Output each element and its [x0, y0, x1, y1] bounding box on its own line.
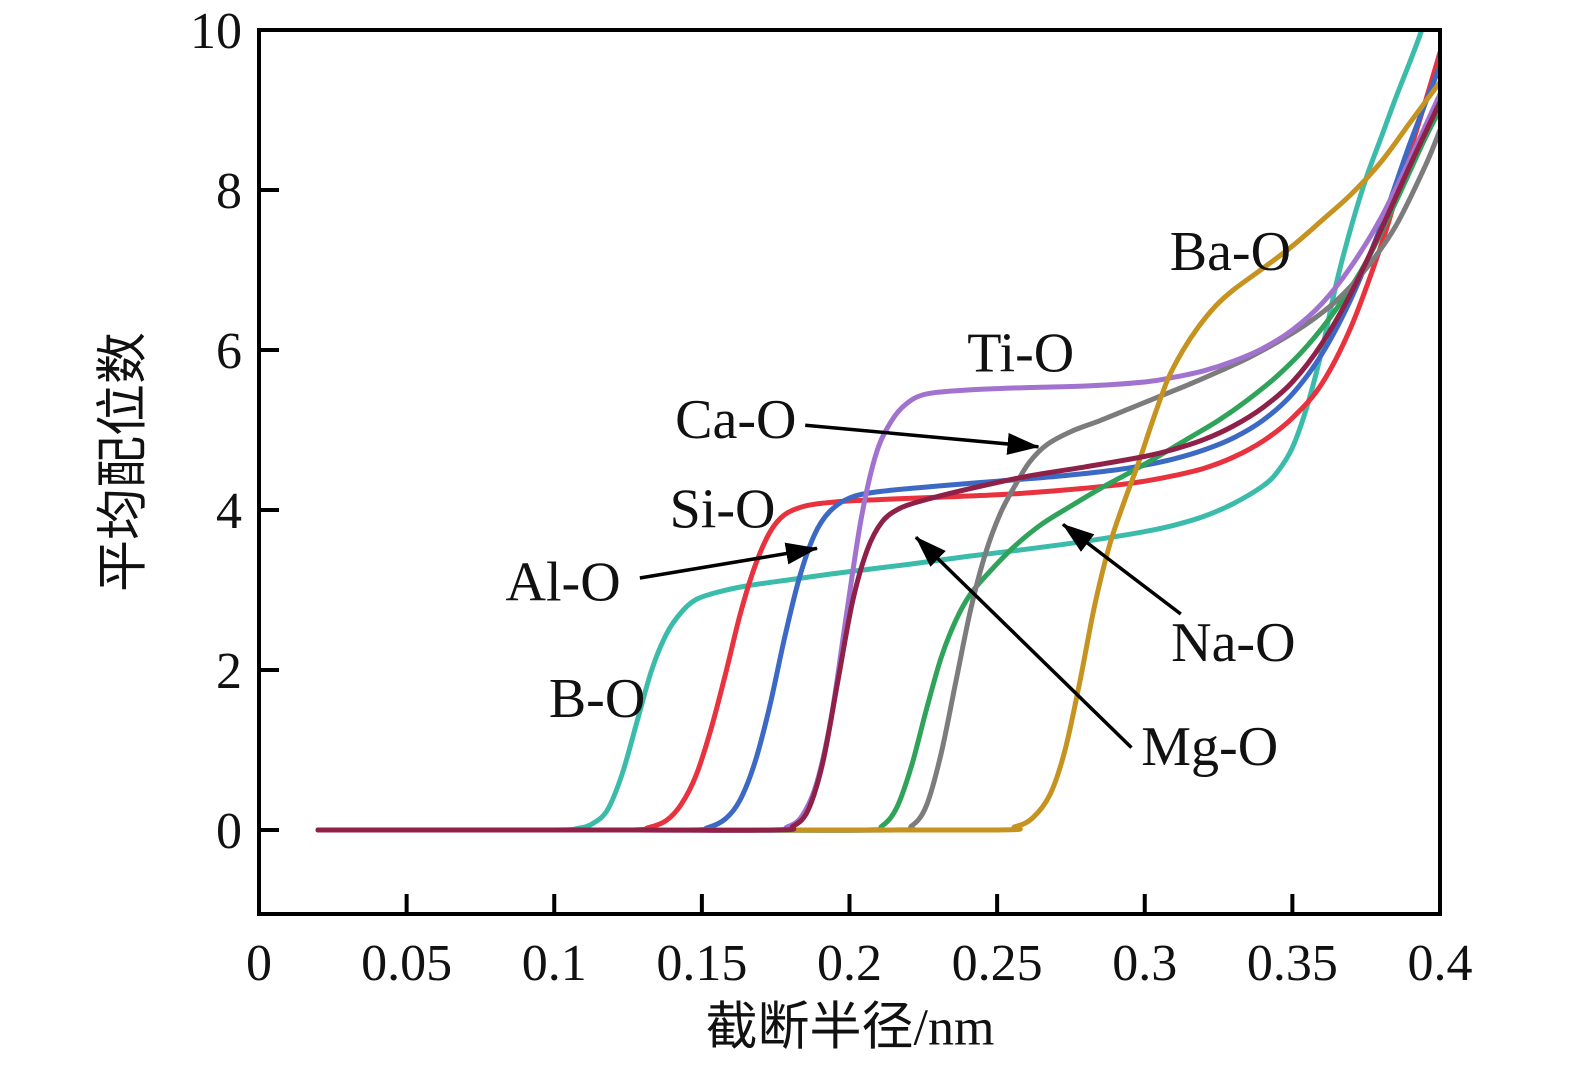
annotation-label-Al-O: Al-O — [506, 551, 621, 613]
annotation-label-Na-O: Na-O — [1171, 612, 1295, 674]
curves-group — [315, 30, 1440, 833]
y-axis-title: 平均配位数 — [95, 331, 153, 593]
x-axis-title: 截断半径/nm — [705, 999, 995, 1057]
plot-frame — [257, 28, 1442, 916]
x-tick-label-0: 0 — [246, 935, 272, 992]
x-tick-label-0.3: 0.3 — [1112, 935, 1177, 992]
y-tick-label-2: 2 — [216, 643, 242, 700]
y-tick-label-10: 10 — [190, 3, 242, 60]
annotation-arrow-Na-O — [1061, 523, 1182, 616]
annotation-label-Ba-O: Ba-O — [1170, 221, 1291, 283]
annotation-label-Si-O: Si-O — [670, 479, 776, 541]
annotation-label-Ti-O: Ti-O — [967, 323, 1074, 385]
annotation-label-B-O: B-O — [549, 668, 645, 730]
x-tick-label-0.05: 0.05 — [361, 935, 452, 992]
x-tick-label-0.1: 0.1 — [522, 935, 587, 992]
annotation-label-Ca-O: Ca-O — [675, 389, 796, 451]
curve-Na-O — [315, 107, 1440, 833]
curve-Mg-O — [315, 99, 1440, 833]
y-tick-label-0: 0 — [216, 803, 242, 860]
x-tick-label-0.15: 0.15 — [656, 935, 747, 992]
x-tick-label-0.2: 0.2 — [817, 935, 882, 992]
y-tick-label-8: 8 — [216, 163, 242, 220]
annotation-arrow-Al-O — [639, 542, 819, 580]
annotation-label-Mg-O: Mg-O — [1141, 716, 1278, 778]
curve-B-O — [315, 30, 1425, 833]
annotation-arrow-Ca-O — [805, 423, 1040, 455]
y-tick-label-6: 6 — [216, 323, 242, 380]
curve-Si-O — [315, 49, 1440, 833]
curve-Ba-O — [315, 79, 1440, 833]
annotation-arrow-Mg-O — [914, 535, 1133, 749]
x-tick-label-0.35: 0.35 — [1247, 935, 1338, 992]
curve-Ca-O — [315, 127, 1440, 833]
y-tick-label-4: 4 — [216, 483, 242, 540]
x-tick-label-0.25: 0.25 — [952, 935, 1043, 992]
x-tick-label-0.4: 0.4 — [1408, 935, 1473, 992]
curve-Al-O — [315, 63, 1440, 833]
